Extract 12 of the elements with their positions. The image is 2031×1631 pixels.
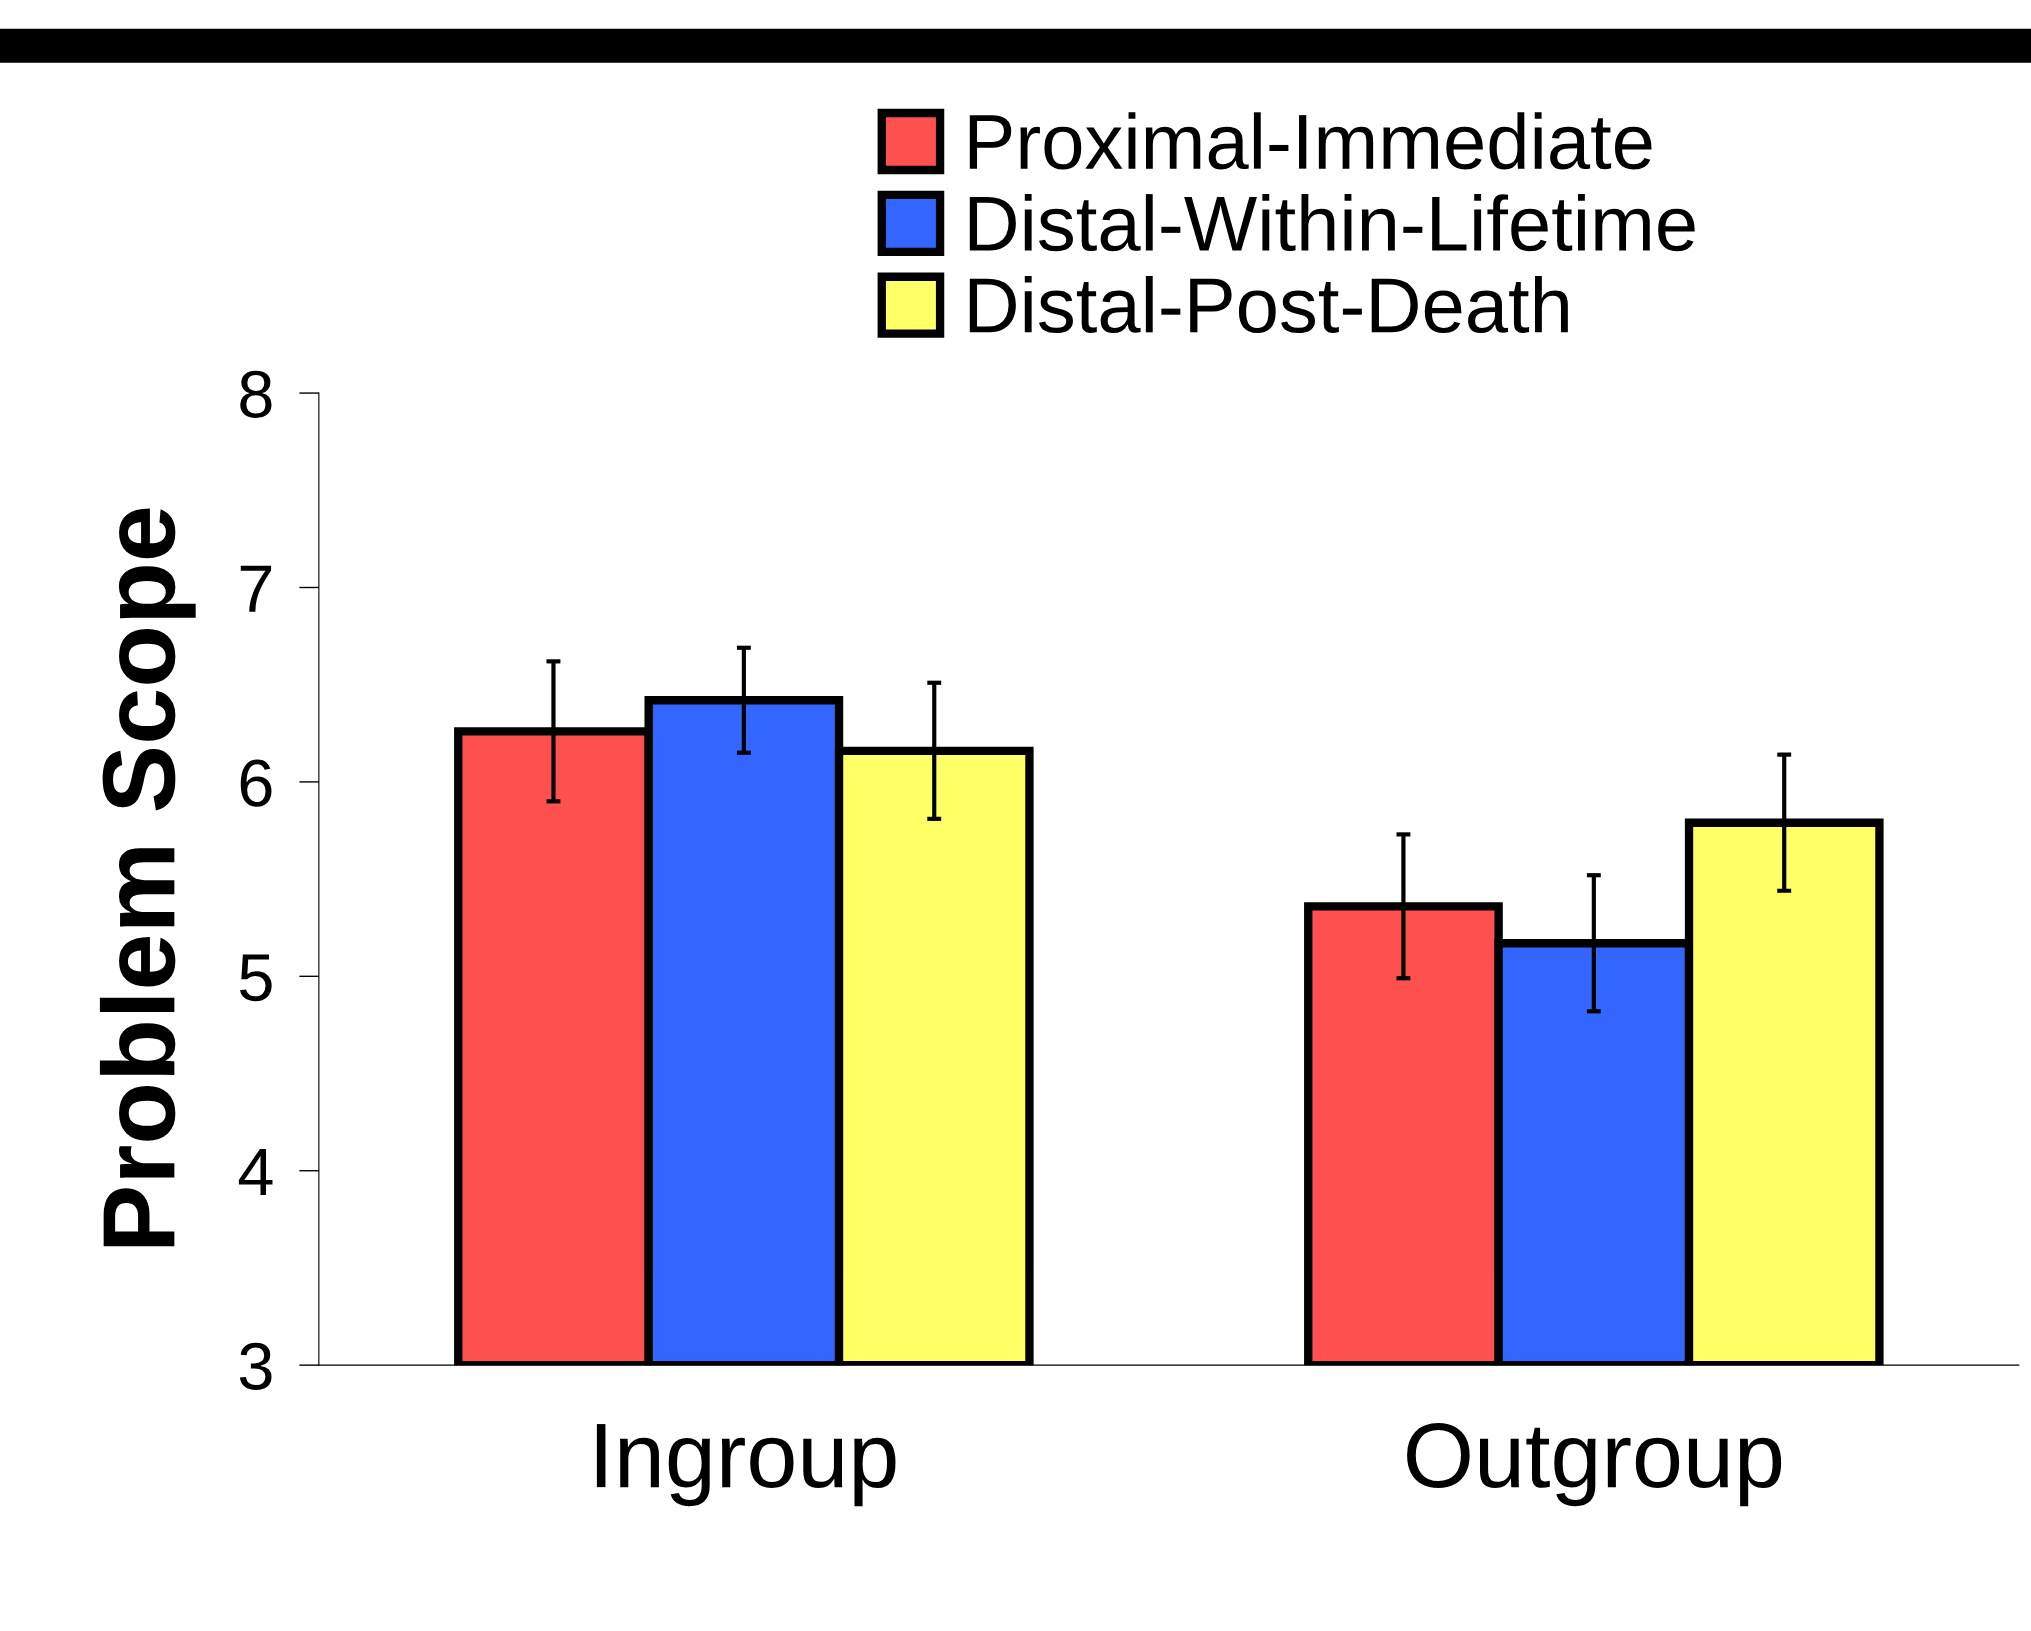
x-tick-label: Outgroup (1407, 1423, 1782, 1507)
y-tick-label: 8 (240, 370, 272, 418)
y-tick-label: 4 (238, 1149, 273, 1195)
y-tick-label: 5 (240, 954, 272, 1002)
legend-label: Proximal-Immediate (969, 112, 1652, 170)
y-tick-label: 6 (240, 759, 272, 807)
y-tick-label: 7 (240, 565, 272, 612)
x-tick-label: Ingroup (596, 1424, 896, 1507)
y-tick-label: 3 (239, 1342, 272, 1390)
legend-label: Distal-Post-Death (969, 275, 1568, 334)
legend-label: Distal-Within-Lifetime (969, 194, 1695, 252)
y-axis-title: Problem Scope (99, 508, 196, 1247)
